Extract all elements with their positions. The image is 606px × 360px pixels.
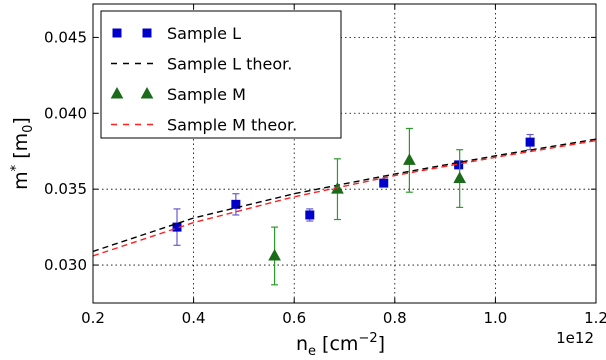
axis-label-part: [m	[10, 133, 32, 165]
legend-box	[100, 10, 342, 139]
axis-label-part: n	[296, 333, 308, 355]
series-line	[92, 138, 597, 253]
legend-label: Sample M theor.	[167, 116, 297, 135]
axis-label-part: [cm	[316, 333, 358, 355]
square-marker	[142, 28, 152, 38]
triangle-marker	[140, 86, 154, 99]
axis-label-part: ]	[10, 117, 32, 124]
axis-label-part: e	[308, 344, 316, 359]
square-marker	[305, 210, 315, 220]
y-axis-label: m* [m0]	[9, 117, 36, 190]
x-tick-label: 1.2	[584, 309, 606, 327]
axis-label-part: m	[10, 171, 32, 190]
triangle-marker	[110, 86, 124, 99]
plot-frame	[92, 3, 597, 304]
ticks-layer: 0.2 0.4 0.6 0.8 1.0 1.2 0.030 0.035 0.040 0.045	[44, 4, 606, 327]
series-sample-l	[172, 133, 535, 246]
square-marker	[112, 28, 122, 38]
x-tick-label: 0.6	[282, 309, 306, 327]
series-sample-l-theor-	[92, 138, 597, 253]
axis-label-part: *	[9, 164, 24, 171]
square-marker	[379, 178, 389, 188]
legend-label: Sample L theor.	[167, 55, 292, 74]
legend: Sample L Sample L theor. Sample M Sample M …	[100, 10, 342, 139]
series-sample-m	[268, 127, 467, 286]
axis-label-part: ]	[378, 333, 385, 355]
axis-label-part: −2	[358, 331, 377, 346]
triangle-marker	[453, 171, 467, 184]
triangle-marker	[268, 248, 281, 261]
y-tick-label: 0.035	[44, 180, 87, 198]
series-sample-m-theor-	[92, 139, 597, 257]
x-axis-label: ne [cm−2]	[296, 331, 385, 359]
legend-entry: Sample L	[112, 24, 241, 43]
x-tick-label: 0.8	[383, 309, 407, 327]
y-tick-label: 0.045	[44, 28, 87, 46]
axis-label-part: 0	[21, 125, 36, 133]
y-tick-label: 0.040	[44, 104, 87, 122]
x-tick-label: 0.2	[81, 309, 105, 327]
square-marker	[231, 199, 241, 209]
legend-entry: Sample L theor.	[111, 55, 292, 74]
series-line	[92, 139, 597, 257]
series-layer	[92, 127, 597, 286]
x-tick-label: 0.4	[182, 309, 206, 327]
legend-label: Sample M	[167, 85, 246, 104]
x-tick-label: 1.0	[483, 309, 507, 327]
triangle-marker	[403, 153, 416, 165]
x-axis-offset-label: 1e12	[556, 329, 594, 347]
y-tick-label: 0.030	[44, 256, 87, 274]
square-marker	[525, 137, 535, 147]
legend-label: Sample L	[167, 24, 241, 43]
legend-entry: Sample M theor.	[111, 116, 297, 135]
legend-entry: Sample M	[110, 85, 246, 104]
